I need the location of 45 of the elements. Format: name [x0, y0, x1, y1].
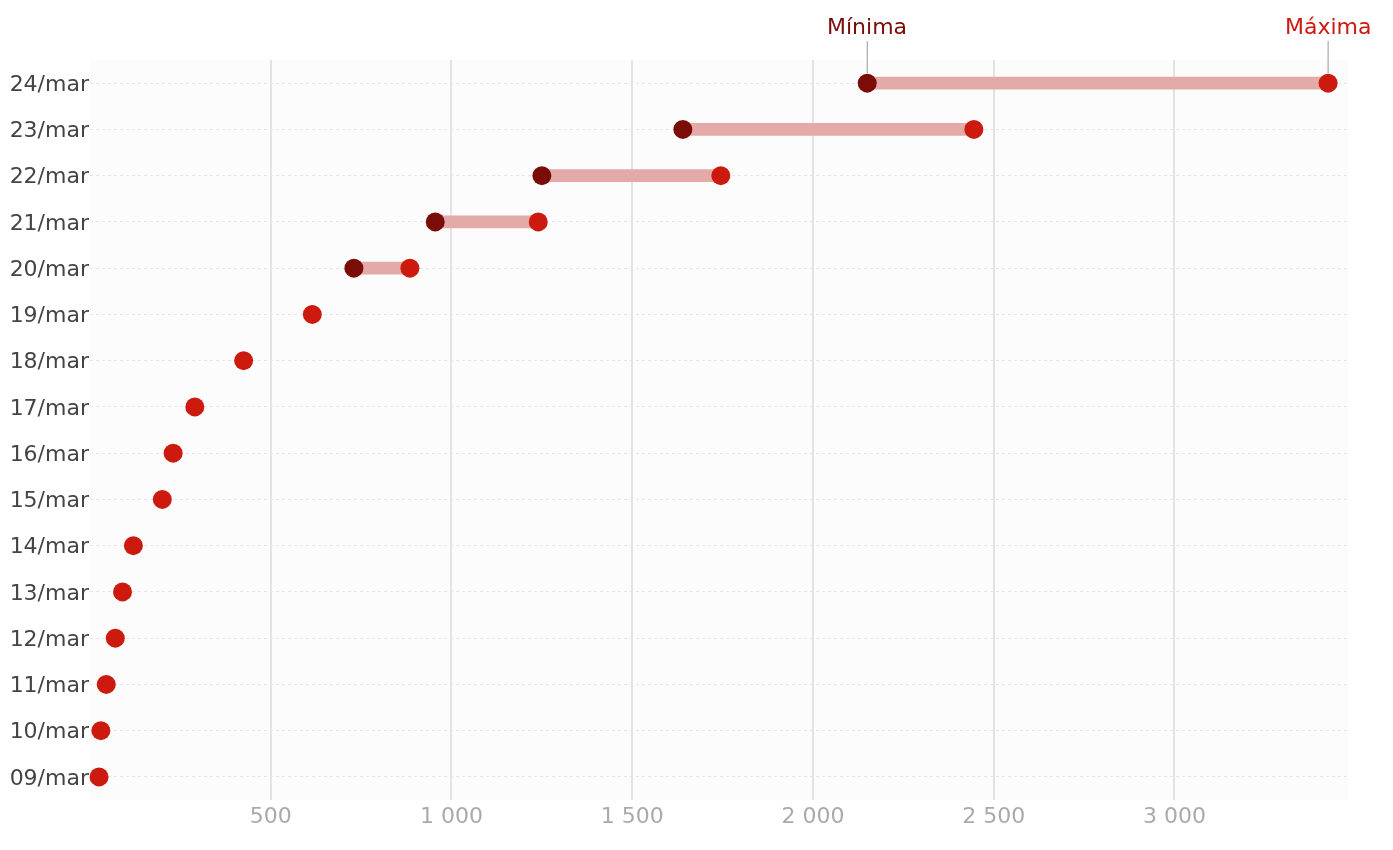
- point: [964, 119, 984, 139]
- point: [673, 119, 693, 139]
- y-tick-label: 21/mar: [9, 209, 90, 235]
- point: [532, 166, 552, 186]
- y-tick-label: 11/mar: [9, 672, 90, 698]
- point: [185, 397, 205, 417]
- point: [152, 489, 172, 509]
- y-tick-label: 15/mar: [9, 487, 90, 513]
- x-tick-label: 2 500: [962, 803, 1026, 828]
- y-tick-label: 12/mar: [9, 625, 90, 651]
- point: [528, 212, 548, 232]
- y-tick-label: 16/mar: [9, 440, 90, 466]
- point: [1318, 73, 1338, 93]
- point: [400, 258, 420, 278]
- text: Máxima: [1285, 14, 1372, 39]
- y-tick-label: 17/mar: [9, 394, 90, 420]
- point: [711, 166, 731, 186]
- y-tick-label: 14/mar: [9, 533, 90, 559]
- point: [425, 212, 445, 232]
- y-tick-label: 13/mar: [9, 579, 90, 605]
- y-tick-label: 22/mar: [9, 163, 90, 189]
- point: [857, 73, 877, 93]
- x-tick-label: 2 000: [781, 803, 845, 828]
- x-tick-label: 3 000: [1142, 803, 1206, 828]
- point: [113, 582, 133, 602]
- point: [105, 628, 125, 648]
- point: [163, 443, 183, 463]
- text: Mínima: [827, 14, 908, 39]
- x-tick-label: 1 500: [600, 803, 664, 828]
- y-tick-label: 19/mar: [9, 302, 90, 328]
- point: [234, 351, 254, 371]
- point: [96, 674, 116, 694]
- y-tick-label: 23/mar: [9, 117, 90, 143]
- point: [344, 258, 364, 278]
- point: [302, 304, 322, 324]
- y-tick-label: 18/mar: [9, 348, 90, 374]
- x-tick-label: 1 000: [420, 803, 483, 828]
- y-tick-label: 20/mar: [9, 255, 90, 281]
- y-tick-label: 09/mar: [9, 764, 90, 790]
- point: [91, 721, 111, 741]
- point: [89, 767, 109, 787]
- y-tick-label: 24/mar: [9, 70, 90, 96]
- x-tick-label: 500: [249, 803, 292, 828]
- y-tick-label: 10/mar: [9, 718, 90, 744]
- point: [123, 536, 143, 556]
